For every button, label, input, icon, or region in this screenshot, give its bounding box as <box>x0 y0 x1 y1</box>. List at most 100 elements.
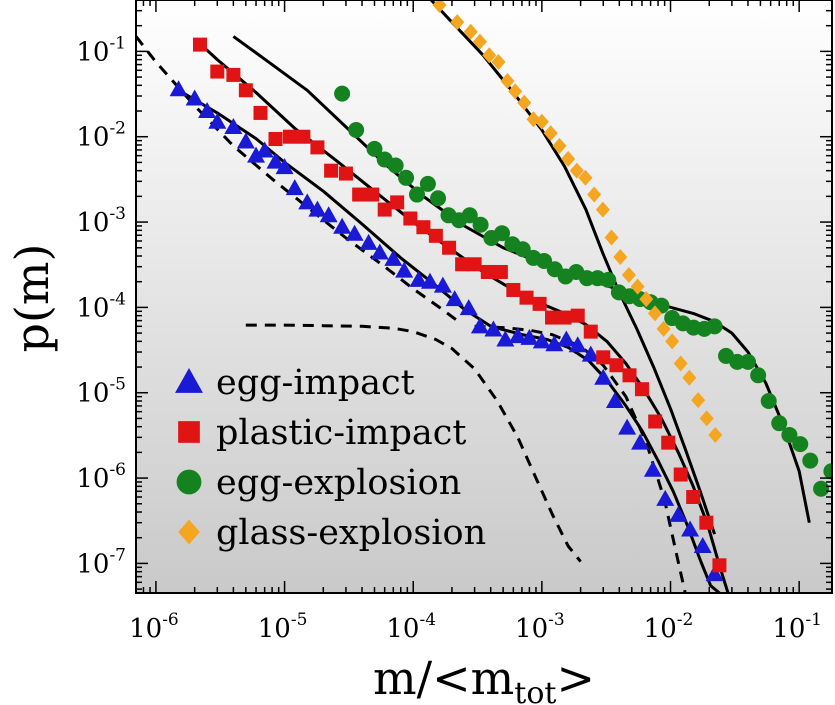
plastic-impact-point <box>596 350 611 365</box>
egg-impact-point <box>224 117 243 134</box>
plastic-impact-point <box>210 64 225 79</box>
y-tick-label: 10-3 <box>76 204 126 238</box>
glass-explosion-point <box>543 125 558 142</box>
plastic-impact-point <box>428 228 443 243</box>
fit-egg-impact-line <box>177 89 721 593</box>
glass-explosion-point <box>656 320 671 337</box>
glass-explosion-point <box>587 186 602 203</box>
glass-explosion-point <box>569 162 584 179</box>
y-tick-label: 10-4 <box>76 289 126 323</box>
x-tick-label: 10-2 <box>644 610 694 644</box>
egg-impact-point <box>445 290 464 307</box>
egg-explosion-point <box>494 225 511 242</box>
egg-explosion-point <box>398 169 415 186</box>
plastic-impact-point <box>532 296 547 311</box>
egg-impact-point <box>185 89 204 106</box>
egg-impact-point <box>247 146 266 163</box>
y-tick-label: 10-5 <box>76 375 126 409</box>
plastic-impact-point <box>226 67 241 82</box>
x-tick-label: 10-1 <box>772 610 822 644</box>
egg-impact-point <box>656 489 675 506</box>
axis-ticks <box>135 0 832 593</box>
plastic-impact-point <box>506 282 521 297</box>
egg-impact-point <box>568 336 587 353</box>
egg-explosion-point <box>771 415 788 432</box>
egg-explosion-point <box>781 426 798 443</box>
plastic-impact-point <box>352 187 367 202</box>
plastic-impact-point <box>365 187 380 202</box>
plastic-impact-point <box>296 129 311 144</box>
glass-explosion-point <box>595 201 610 218</box>
glass-explosion-point <box>699 410 714 427</box>
glass-explosion-point <box>665 333 680 350</box>
plastic-impact-point <box>192 37 207 52</box>
glass-explosion-point <box>534 113 549 130</box>
plastic-impact-point <box>310 140 325 155</box>
y-tick-label: 10-2 <box>76 119 126 153</box>
legend-marker-egg-impact <box>175 368 203 393</box>
egg-impact-point <box>395 261 414 278</box>
data-points <box>169 0 832 582</box>
plastic-impact-point <box>268 132 283 147</box>
egg-explosion-point <box>750 367 767 384</box>
plastic-impact-point <box>282 129 297 144</box>
egg-explosion-point <box>419 175 436 192</box>
plastic-impact-point <box>455 257 470 272</box>
glass-explosion-point <box>472 33 487 50</box>
glass-explosion-point <box>630 278 645 295</box>
egg-impact-point <box>618 418 637 435</box>
egg-explosion-point <box>514 241 531 258</box>
egg-impact-point <box>208 112 227 129</box>
glass-explosion-point <box>561 150 576 167</box>
egg-explosion-point <box>802 452 819 469</box>
egg-impact-point <box>359 233 378 250</box>
y-tick-label: 10-7 <box>76 545 126 579</box>
egg-impact-point <box>669 505 688 522</box>
egg-impact-point <box>298 193 317 210</box>
glass-explosion-point <box>578 169 593 186</box>
glass-explosion-point <box>450 14 465 31</box>
plastic-impact-point <box>686 490 701 505</box>
plastic-impact-point <box>403 211 418 226</box>
egg-impact-point <box>520 328 539 345</box>
x-tick-label: 10-6 <box>129 610 179 644</box>
plastic-impact-point <box>377 202 392 217</box>
egg-impact-point <box>545 335 564 352</box>
egg-impact-point <box>370 243 389 260</box>
egg-impact-point <box>459 299 478 316</box>
egg-impact-point <box>693 536 712 553</box>
legend-marker-egg-explosion <box>176 469 202 495</box>
plastic-impact-point <box>480 264 495 279</box>
dashed-cutoff-right-line <box>474 324 687 593</box>
glass-explosion-point <box>432 0 447 13</box>
dashed-power-law-line <box>136 35 459 322</box>
plastic-impact-point <box>253 105 268 120</box>
egg-explosion-point <box>823 463 832 480</box>
egg-impact-point <box>532 332 551 349</box>
glass-explosion-point <box>463 23 478 40</box>
plastic-impact-point <box>673 467 688 482</box>
x-tick-labels: 10-6 10-5 10-4 10-3 10-2 10-1 <box>129 610 822 644</box>
egg-impact-point <box>409 270 428 287</box>
legend-label-egg-impact: egg-impact <box>216 363 415 403</box>
plot-area <box>136 0 832 593</box>
glass-explosion-point <box>639 291 654 308</box>
glass-explosion-point <box>708 426 723 443</box>
egg-explosion-point <box>461 207 478 224</box>
egg-impact-point <box>420 272 439 289</box>
egg-explosion-point <box>430 190 447 207</box>
egg-explosion-point <box>706 318 723 335</box>
plastic-impact-point <box>661 435 676 450</box>
plastic-impact-point <box>442 240 457 255</box>
fit-glass-explosion-line <box>429 0 717 535</box>
egg-impact-point <box>333 217 352 234</box>
egg-explosion-point <box>739 353 756 370</box>
plastic-impact-point <box>570 308 585 323</box>
plastic-impact-point <box>493 264 508 279</box>
egg-impact-point <box>705 565 724 582</box>
egg-impact-point <box>433 276 452 293</box>
plastic-impact-point <box>609 358 624 373</box>
egg-explosion-point <box>366 140 383 157</box>
plastic-impact-point <box>467 257 482 272</box>
egg-impact-point <box>236 132 255 149</box>
